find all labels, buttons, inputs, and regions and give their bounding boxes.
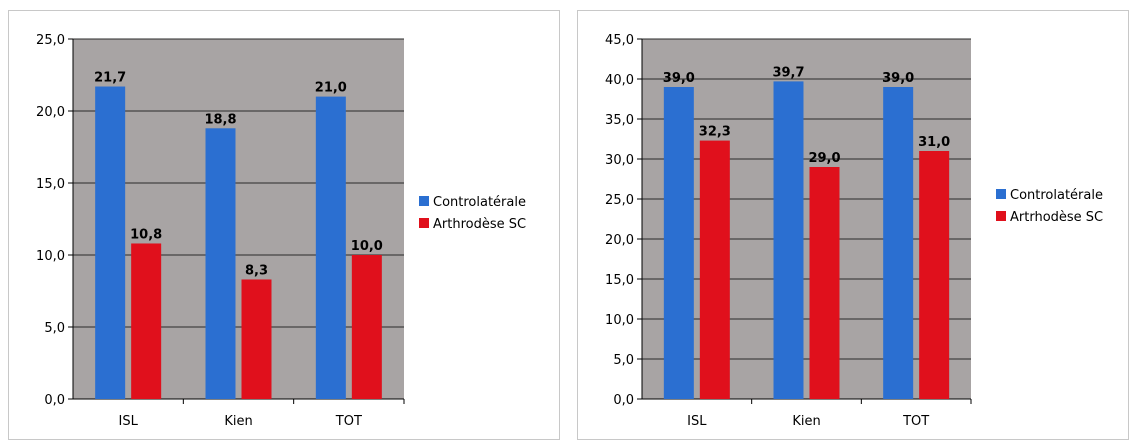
chart-panel-left: 0,0 5,0 10,0 15,0 20,0 25,0 21,7 10,8 ISL 18,8 8,3… xyxy=(8,10,560,440)
x-tick-label: Kien xyxy=(224,414,252,429)
y-tick-label: 20,0 xyxy=(36,105,65,120)
data-label: 32,3 xyxy=(699,125,731,140)
bar-arthrodese-isl xyxy=(700,141,730,399)
y-tick-label: 10,0 xyxy=(605,313,634,328)
data-label: 21,7 xyxy=(94,71,126,86)
legend-swatch xyxy=(996,189,1006,199)
y-tick-label: 45,0 xyxy=(605,33,634,48)
x-tick-label: TOT xyxy=(902,414,929,429)
chart-left: 0,0 5,0 10,0 15,0 20,0 25,0 21,7 10,8 ISL 18,8 8,3… xyxy=(9,11,559,439)
y-tick-label: 0,0 xyxy=(613,393,634,408)
chart-right: 0,0 5,0 10,0 15,0 20,0 25,0 30,0 35,0 40,0 45,0 39… xyxy=(578,11,1128,439)
y-tick-label: 0,0 xyxy=(44,393,65,408)
bar-controlaterale-isl xyxy=(664,87,694,399)
data-label: 21,0 xyxy=(315,81,347,96)
bar-arthrodese-kien xyxy=(242,279,272,399)
data-label: 29,0 xyxy=(808,151,840,166)
data-label: 39,0 xyxy=(882,71,914,86)
y-tick-label: 40,0 xyxy=(605,73,634,88)
data-label: 10,8 xyxy=(130,227,162,242)
data-label: 10,0 xyxy=(351,239,383,254)
legend-swatch xyxy=(419,218,429,228)
legend-swatch xyxy=(419,196,429,206)
bar-controlaterale-tot xyxy=(316,97,346,399)
bar-arthrodese-tot xyxy=(919,151,949,399)
data-label: 39,7 xyxy=(772,65,804,80)
data-label: 31,0 xyxy=(918,135,950,150)
y-tick-label: 5,0 xyxy=(44,321,65,336)
legend-label: Artrhodèse SC xyxy=(1010,210,1103,225)
bar-controlaterale-kien xyxy=(774,81,804,399)
y-tick-label: 25,0 xyxy=(605,193,634,208)
y-tick-label: 25,0 xyxy=(36,33,65,48)
x-tick-label: Kien xyxy=(792,414,820,429)
bar-controlaterale-tot xyxy=(883,87,913,399)
bar-controlaterale-isl xyxy=(95,87,125,399)
y-tick-label: 30,0 xyxy=(605,153,634,168)
x-tick-label: ISL xyxy=(118,414,138,429)
bar-arthrodese-kien xyxy=(810,167,840,399)
y-tick-label: 35,0 xyxy=(605,113,634,128)
bar-arthrodese-tot xyxy=(352,255,382,399)
legend-label: Controlatérale xyxy=(433,195,526,210)
y-tick-label: 5,0 xyxy=(613,353,634,368)
legend-swatch xyxy=(996,211,1006,221)
bar-controlaterale-kien xyxy=(206,128,236,399)
y-tick-label: 15,0 xyxy=(605,273,634,288)
data-label: 8,3 xyxy=(245,263,268,278)
data-label: 39,0 xyxy=(663,71,695,86)
legend-label: Controlatérale xyxy=(1010,188,1103,203)
x-tick-label: ISL xyxy=(687,414,707,429)
legend-label: Arthrodèse SC xyxy=(433,217,526,232)
chart-panel-right: 0,0 5,0 10,0 15,0 20,0 25,0 30,0 35,0 40,0 45,0 39… xyxy=(577,10,1129,440)
bar-arthrodese-isl xyxy=(131,243,161,399)
y-tick-label: 20,0 xyxy=(605,233,634,248)
y-tick-label: 10,0 xyxy=(36,249,65,264)
x-tick-label: TOT xyxy=(335,414,362,429)
data-label: 18,8 xyxy=(204,112,236,127)
y-tick-label: 15,0 xyxy=(36,177,65,192)
